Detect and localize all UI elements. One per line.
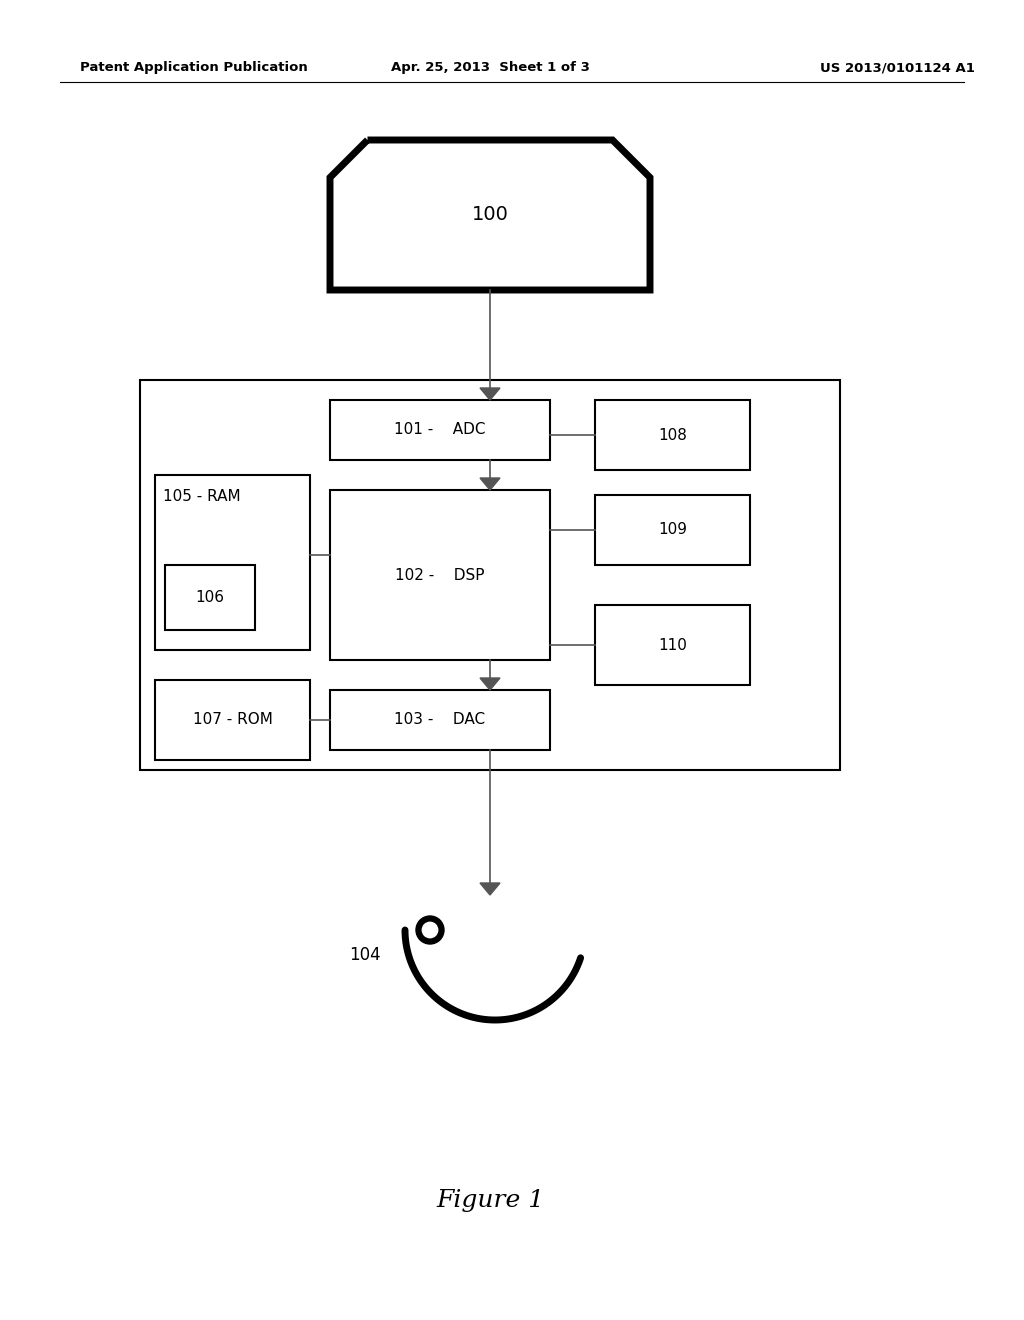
- Circle shape: [422, 923, 437, 937]
- Bar: [155, 475, 310, 649]
- Circle shape: [416, 916, 444, 944]
- Polygon shape: [480, 883, 500, 895]
- Text: 104: 104: [349, 946, 381, 964]
- Text: 109: 109: [658, 523, 687, 537]
- Bar: [330, 400, 550, 459]
- Text: 110: 110: [658, 638, 687, 652]
- Text: 102 -    DSP: 102 - DSP: [395, 568, 484, 582]
- Text: 101 -    ADC: 101 - ADC: [394, 422, 485, 437]
- Bar: [330, 490, 550, 660]
- Text: US 2013/0101124 A1: US 2013/0101124 A1: [820, 62, 975, 74]
- Text: Figure 1: Figure 1: [436, 1188, 544, 1212]
- Text: 105 - RAM: 105 - RAM: [163, 488, 241, 504]
- Bar: [330, 690, 550, 750]
- Text: 100: 100: [472, 206, 509, 224]
- Text: 106: 106: [196, 590, 224, 605]
- Polygon shape: [480, 678, 500, 690]
- Bar: [595, 400, 750, 470]
- Text: 103 -    DAC: 103 - DAC: [394, 713, 485, 727]
- Bar: [155, 680, 310, 760]
- Polygon shape: [480, 388, 500, 400]
- Bar: [140, 380, 840, 770]
- Polygon shape: [480, 478, 500, 490]
- Bar: [595, 495, 750, 565]
- Text: 108: 108: [658, 428, 687, 442]
- Text: 107 - ROM: 107 - ROM: [193, 713, 272, 727]
- Bar: [165, 565, 255, 630]
- Text: Apr. 25, 2013  Sheet 1 of 3: Apr. 25, 2013 Sheet 1 of 3: [390, 62, 590, 74]
- Bar: [595, 605, 750, 685]
- Text: Patent Application Publication: Patent Application Publication: [80, 62, 308, 74]
